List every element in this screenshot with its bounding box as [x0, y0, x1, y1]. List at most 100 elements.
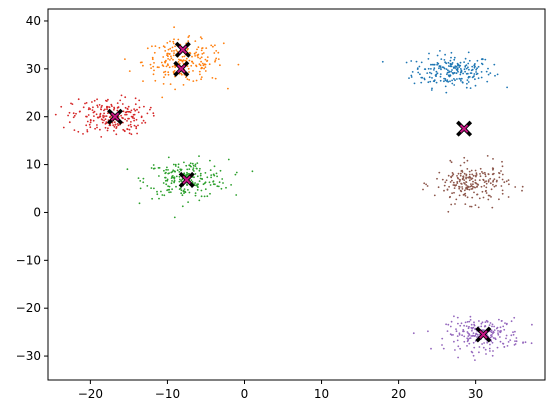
x-axis: −20 −10 0 10 20 30 — [78, 380, 483, 401]
data-point — [178, 180, 181, 183]
data-point — [219, 169, 222, 172]
data-point — [503, 181, 506, 184]
data-point — [202, 183, 205, 186]
data-point — [478, 197, 481, 200]
data-point — [62, 126, 65, 129]
data-point — [185, 57, 188, 60]
data-point — [456, 339, 459, 342]
data-point — [189, 164, 192, 167]
data-point — [142, 64, 144, 67]
data-point — [410, 60, 413, 62]
data-point — [468, 334, 471, 336]
data-point — [120, 94, 123, 97]
data-point — [117, 124, 120, 127]
data-point — [180, 168, 183, 171]
data-point — [491, 354, 494, 357]
data-point — [202, 52, 205, 54]
data-point — [447, 81, 450, 83]
data-point — [507, 196, 510, 198]
data-point — [449, 63, 452, 66]
data-point — [96, 126, 98, 129]
data-point — [129, 111, 132, 114]
data-point — [459, 174, 462, 177]
data-point — [420, 81, 423, 84]
data-point — [491, 206, 494, 209]
data-point — [439, 79, 442, 82]
data-point — [108, 106, 111, 109]
data-point — [471, 329, 473, 332]
data-point — [483, 329, 485, 332]
data-point — [200, 76, 203, 78]
data-point — [429, 80, 432, 83]
data-point — [514, 330, 516, 333]
data-point — [198, 199, 201, 202]
data-point — [438, 171, 441, 174]
data-point — [451, 192, 453, 195]
data-point — [434, 74, 437, 76]
data-point — [191, 55, 193, 58]
data-point — [480, 58, 483, 60]
data-point — [427, 67, 430, 70]
data-point — [219, 64, 221, 67]
data-point — [131, 116, 134, 119]
data-point — [445, 179, 448, 182]
y-tick-label: 40 — [26, 14, 41, 28]
data-point — [453, 56, 456, 59]
data-point — [198, 63, 201, 66]
data-point — [157, 167, 160, 169]
data-point — [209, 184, 212, 186]
data-point — [135, 125, 138, 128]
data-point — [475, 172, 478, 175]
data-point — [467, 76, 470, 79]
data-point — [195, 184, 198, 187]
data-point — [436, 62, 439, 64]
data-point — [193, 176, 195, 179]
data-point — [167, 185, 170, 188]
data-point — [204, 66, 207, 68]
data-point — [470, 169, 473, 172]
data-point — [493, 329, 496, 331]
data-point — [489, 343, 491, 346]
data-point — [174, 45, 177, 48]
data-point — [490, 329, 493, 332]
data-point — [166, 189, 169, 192]
data-point — [415, 60, 418, 63]
data-point — [153, 51, 156, 54]
data-point — [461, 186, 463, 188]
data-point — [530, 342, 533, 345]
data-point — [174, 165, 177, 167]
data-point — [466, 168, 469, 170]
data-point — [496, 326, 499, 329]
data-points — [54, 26, 533, 361]
data-point — [171, 175, 174, 177]
data-point — [492, 337, 495, 339]
data-point — [489, 322, 492, 324]
data-point — [451, 179, 453, 182]
data-point — [450, 56, 452, 59]
data-point — [466, 79, 469, 81]
data-point — [168, 188, 171, 191]
data-point — [443, 189, 445, 192]
data-point — [201, 177, 203, 180]
data-point — [172, 54, 175, 57]
data-point — [521, 185, 524, 188]
y-tick-label: −30 — [16, 349, 41, 363]
data-point — [410, 74, 413, 77]
data-point — [213, 165, 216, 168]
data-point — [115, 133, 118, 136]
data-point — [212, 45, 214, 48]
data-point — [162, 45, 165, 48]
data-point — [488, 347, 491, 350]
data-point — [164, 60, 166, 63]
data-point — [186, 183, 188, 186]
data-point — [475, 71, 477, 73]
data-point — [449, 325, 452, 328]
data-point — [209, 169, 212, 172]
data-point — [461, 334, 463, 337]
data-point — [79, 110, 81, 113]
y-axis: −30 −20 −10 0 10 20 30 40 — [16, 14, 48, 363]
data-point — [206, 56, 209, 58]
data-point — [87, 114, 90, 116]
data-point — [491, 323, 494, 326]
data-point — [138, 202, 141, 205]
